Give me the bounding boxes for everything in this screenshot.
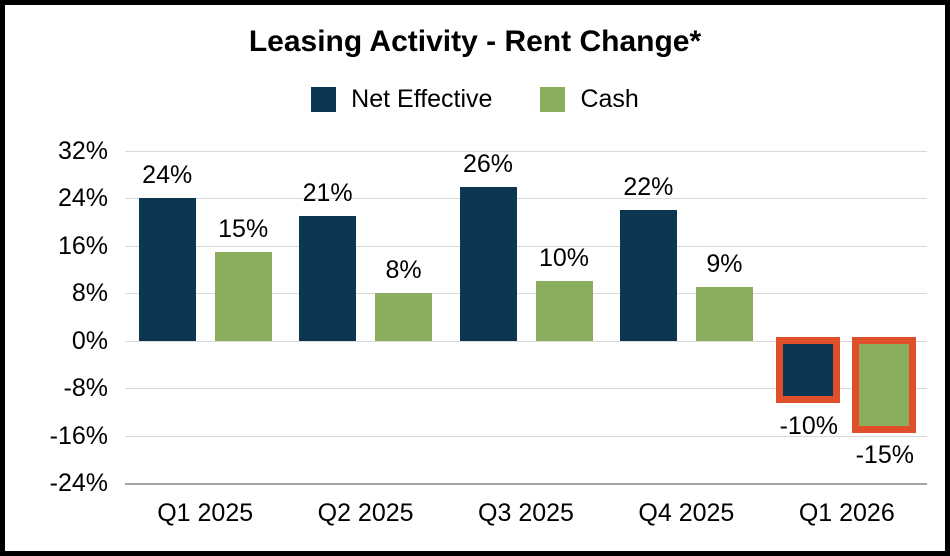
- y-tick-label: 0%: [71, 326, 108, 355]
- bar-value-label: -10%: [779, 411, 838, 440]
- legend-label-cash: Cash: [580, 85, 639, 113]
- y-tick-label: -24%: [49, 469, 108, 497]
- y-tick-label: 8%: [71, 279, 108, 308]
- legend-item-cash: Cash: [540, 85, 639, 114]
- bar-cash: [214, 251, 272, 341]
- y-tick-label: 16%: [57, 231, 108, 260]
- legend: Net Effective Cash: [5, 85, 945, 114]
- y-tick-label: -16%: [49, 421, 108, 450]
- gridline: [125, 340, 927, 342]
- chart-canvas: Leasing Activity - Rent Change* Net Effe…: [5, 5, 945, 551]
- x-tick-label: Q3 2025: [478, 499, 574, 527]
- bar-net-effective-highlighted: [776, 337, 841, 404]
- bar-value-label: 10%: [538, 244, 590, 273]
- x-tick-label: Q4 2025: [638, 499, 735, 527]
- legend-swatch-cash-icon: [540, 87, 566, 112]
- bar-value-label: 15%: [218, 214, 269, 243]
- bar-value-label: 8%: [385, 256, 422, 285]
- gridline: [125, 198, 927, 200]
- gridline: [125, 245, 927, 247]
- gridline: [125, 388, 927, 390]
- bar-cash: [375, 293, 433, 341]
- bar-net-effective: [138, 198, 196, 341]
- x-tick-label: Q2 2025: [317, 499, 414, 527]
- gridline: [125, 435, 927, 437]
- x-tick-label: Q1 2026: [798, 499, 895, 527]
- plot-area: 24% 15% 21% 8% 26% 10% 22% 9% -10% -15%: [125, 149, 927, 485]
- bar-value-label: 24%: [142, 161, 193, 190]
- bar-value-label: 26%: [462, 149, 514, 178]
- x-tick-label: Q1 2025: [157, 499, 254, 527]
- bar-cash-highlighted: [852, 337, 917, 434]
- bar-value-label: -15%: [855, 441, 914, 470]
- bar-cash: [695, 287, 753, 341]
- bar-value-label: 22%: [623, 173, 674, 202]
- y-tick-label: -8%: [63, 374, 108, 403]
- gridline: [125, 151, 927, 152]
- gridline: [125, 293, 927, 295]
- bar-value-label: 9%: [706, 250, 743, 279]
- chart-title: Leasing Activity - Rent Change*: [248, 25, 702, 58]
- y-tick-label: 24%: [57, 184, 108, 213]
- bar-net-effective: [459, 186, 517, 341]
- legend-item-net-effective: Net Effective: [311, 85, 492, 114]
- bar-cash: [535, 281, 593, 341]
- legend-swatch-net-effective-icon: [311, 87, 337, 112]
- bar-value-label: 21%: [302, 179, 353, 208]
- y-tick-label: 32%: [57, 137, 108, 165]
- bar-net-effective: [299, 216, 357, 341]
- bar-net-effective: [619, 210, 677, 341]
- legend-label-net-effective: Net Effective: [351, 85, 493, 113]
